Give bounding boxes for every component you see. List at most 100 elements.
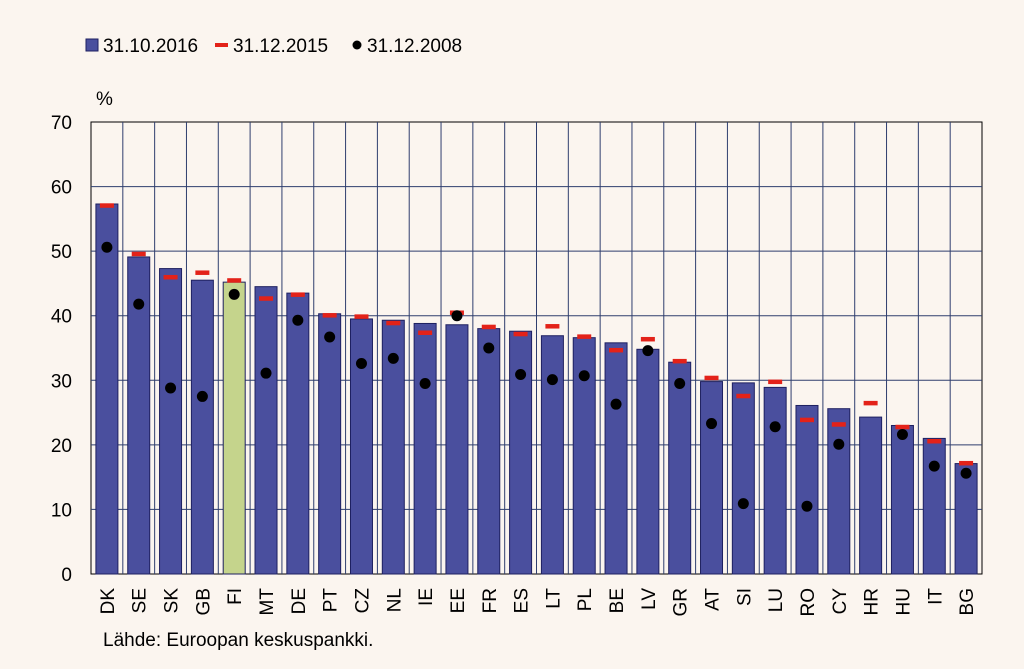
y-tick-label: 60 xyxy=(51,178,72,199)
bar-be xyxy=(604,342,628,575)
dash-2015-nl xyxy=(386,320,401,326)
bar-cz xyxy=(349,318,373,575)
bar-ee xyxy=(445,324,469,575)
x-tick-label: BG xyxy=(957,588,978,615)
y-tick-label: 30 xyxy=(51,371,72,392)
dash-2015-fi xyxy=(227,278,242,283)
dash-2015-de xyxy=(290,292,305,297)
x-tick-label: RO xyxy=(798,588,819,617)
dot-2008-hu xyxy=(896,429,908,441)
legend: 31.10.2016 31.12.2015 31.12.2008 xyxy=(85,36,462,57)
bar-ro xyxy=(795,404,819,575)
dot-2008-fr xyxy=(483,342,495,354)
dot-2008-nl xyxy=(387,352,399,364)
dash-2015-mt xyxy=(259,296,274,301)
bar-gr xyxy=(668,361,692,575)
bar-sk xyxy=(159,268,183,575)
bar-fr xyxy=(477,328,501,575)
dot-2008-cz xyxy=(355,357,367,369)
x-tick-label: LU xyxy=(766,588,787,612)
dot-2008-sk xyxy=(165,382,177,394)
dash-2015-gb xyxy=(195,270,210,275)
source-note: Lähde: Euroopan keskuspankki. xyxy=(103,630,374,651)
bar-pt xyxy=(318,313,342,575)
x-tick-label: AT xyxy=(703,588,724,611)
legend-swatch-bar xyxy=(85,38,99,52)
dash-2015-pl xyxy=(577,334,592,339)
bar-cy xyxy=(827,408,851,575)
x-tick-label: HU xyxy=(893,588,914,615)
dots-2008 xyxy=(101,241,972,512)
dash-2015-dk xyxy=(99,203,114,208)
bar-it xyxy=(922,437,946,575)
dashes-2015 xyxy=(99,203,974,466)
y-tick-label: 40 xyxy=(51,307,72,328)
dash-2015-cz xyxy=(354,314,369,319)
dot-2008-ie xyxy=(419,378,431,390)
dash-2015-se xyxy=(131,251,146,257)
dash-2015-bg xyxy=(959,460,974,466)
y-axis-unit: % xyxy=(96,89,113,110)
legend-label-bar: 31.10.2016 xyxy=(103,36,198,57)
dot-2008-es xyxy=(515,368,527,380)
bar-dk xyxy=(95,203,119,575)
x-tick-label: DE xyxy=(289,588,310,614)
legend-label-dash: 31.12.2015 xyxy=(233,36,328,57)
bar-si xyxy=(731,382,755,575)
x-tick-label: SK xyxy=(162,588,183,614)
bar-hu xyxy=(890,424,914,575)
y-tick-label: 0 xyxy=(61,565,72,586)
dot-2008-ro xyxy=(801,500,813,512)
bar-at xyxy=(700,381,724,575)
dash-2015-lv xyxy=(640,336,655,342)
x-tick-label: LV xyxy=(639,588,660,610)
x-tick-label: MT xyxy=(257,588,278,616)
legend-swatch-dash xyxy=(215,43,228,47)
dot-2008-de xyxy=(292,314,304,326)
dash-2015-ro xyxy=(799,417,814,423)
bar-nl xyxy=(381,319,405,575)
x-tick-label: HR xyxy=(862,588,883,615)
bar-fi xyxy=(222,281,246,575)
x-tick-label: FI xyxy=(225,588,246,605)
dash-2015-fr xyxy=(481,324,496,330)
dash-2015-lt xyxy=(545,324,560,329)
x-tick-label: DK xyxy=(98,588,119,615)
dash-2015-ie xyxy=(418,330,433,336)
dash-2015-sk xyxy=(163,274,178,280)
dot-2008-dk xyxy=(101,241,113,253)
x-tick-label: PL xyxy=(575,588,596,611)
x-tick-label: PT xyxy=(321,588,342,613)
dot-2008-pl xyxy=(578,370,590,382)
x-tick-label: NL xyxy=(384,588,405,612)
x-tick-label: GB xyxy=(193,588,214,615)
bar-lv xyxy=(636,348,660,575)
bar-hr xyxy=(859,416,883,575)
dot-2008-lv xyxy=(642,345,654,357)
bar-se xyxy=(127,256,151,575)
x-tick-label: FR xyxy=(480,588,501,613)
legend-swatch-dot xyxy=(352,40,362,50)
x-tick-label: IE xyxy=(416,588,437,606)
x-tick-label: CY xyxy=(830,588,851,615)
dash-2015-cy xyxy=(831,422,846,427)
dot-2008-gr xyxy=(674,378,686,390)
dot-2008-pt xyxy=(324,331,336,343)
dash-2015-hr xyxy=(863,400,878,406)
dot-2008-lt xyxy=(546,374,558,386)
dot-2008-se xyxy=(133,298,145,310)
bars xyxy=(95,203,978,575)
x-tick-label: SE xyxy=(130,588,151,613)
dash-2015-gr xyxy=(672,358,687,364)
dot-2008-si xyxy=(737,498,749,510)
dot-2008-ee xyxy=(451,310,463,322)
dash-2015-si xyxy=(736,393,751,399)
dot-2008-cy xyxy=(833,438,845,450)
x-tick-label: EE xyxy=(448,588,469,613)
dash-2015-lu xyxy=(768,379,783,385)
y-tick-label: 10 xyxy=(51,500,72,521)
bar-ie xyxy=(413,322,437,575)
y-tick-label: 70 xyxy=(51,113,72,134)
dash-2015-hu xyxy=(895,424,910,430)
